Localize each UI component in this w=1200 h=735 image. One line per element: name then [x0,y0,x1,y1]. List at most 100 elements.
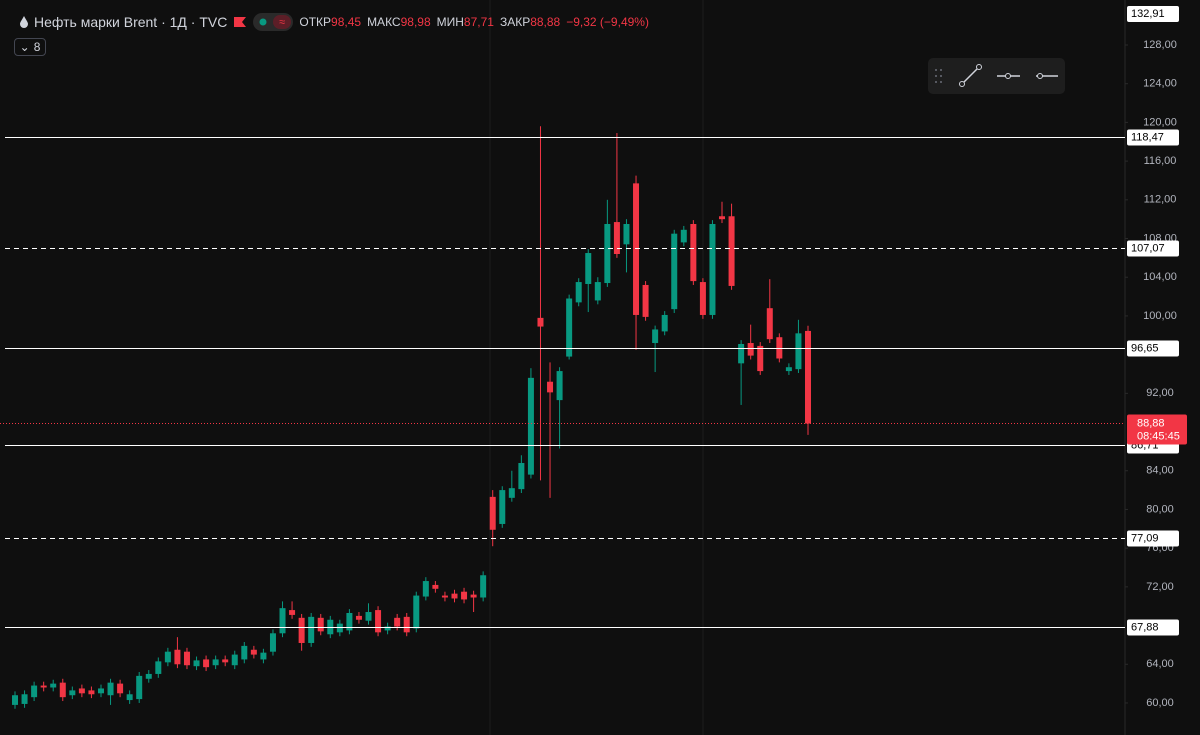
candle-body [317,617,324,632]
low-value: 87,71 [463,15,494,29]
candle-body [671,233,678,310]
candle-body [470,594,477,598]
y-tick-label: 116,00 [1144,155,1177,167]
open-value: 98,45 [331,15,362,29]
candle-body [518,463,525,490]
candle-body [441,595,448,598]
candle-body [12,695,18,705]
trend-line-tool[interactable] [959,64,982,87]
y-tick-label: 60,00 [1146,697,1174,709]
candle-body [88,690,95,695]
candle-body [298,617,305,643]
open-label: ОТКР [299,15,332,29]
low-label: МИН [436,15,464,29]
horizontal-ray-tool[interactable] [997,73,1020,79]
candle-body [31,685,38,698]
close-label: ЗАКР [499,15,531,29]
change: −9,32 (−9,49%) [566,15,649,29]
candle-body [652,329,659,344]
candle-body [508,488,515,498]
indicators-toggle[interactable]: ⌄ 8 [14,38,46,56]
candle-body [107,682,114,696]
level-label: 96,65 [1131,342,1159,354]
countdown: 08:45:45 [1137,430,1180,442]
y-tick-label: 104,00 [1143,271,1177,283]
candle-body [613,222,620,254]
candle-body [699,282,706,315]
candle-body [785,367,792,372]
candle-body [642,284,649,317]
candle-body [384,626,391,631]
candle-body [355,615,362,620]
grip [940,69,942,71]
candle-body [432,584,439,589]
y-tick-label: 64,00 [1146,658,1174,670]
candle-body [21,694,28,704]
candle-body [375,610,382,633]
horizontal-line-tool[interactable] [1036,73,1058,79]
candle-body [499,490,506,524]
candle-body [78,688,85,694]
grip [940,81,942,83]
level-label: 67,88 [1131,621,1159,633]
candle-body [566,298,573,357]
level-label-bg [1127,530,1179,547]
candle-body [766,308,773,340]
candle-body [461,591,468,600]
candle-body [136,675,143,700]
y-tick-label: 80,00 [1146,503,1174,515]
level-label-bg [1127,619,1179,636]
level-label-bg [1127,340,1179,357]
candle-body [690,224,697,282]
scale-top-bg [1127,6,1179,22]
candle-body [795,333,802,370]
candle-body [183,651,190,666]
chevron: ⌄ [19,40,30,54]
y-tick-label: 128,00 [1143,39,1177,51]
candle-body [174,649,181,665]
candle-body [289,610,296,615]
candle-body [575,282,582,303]
candle-body [212,659,219,666]
candle-body [308,616,315,643]
candle-body [633,183,640,315]
candle-body [269,633,276,652]
symbol-title[interactable]: Нефть марки Brent · 1Д · TVC [34,14,228,30]
candle-body [40,685,47,688]
candle-body [203,659,210,668]
y-tick-label: 112,00 [1144,194,1177,206]
y-tick-label: 92,00 [1146,387,1174,399]
high-value: 98,98 [400,15,431,29]
candle-body [776,337,783,359]
grip [940,75,942,77]
indicators-count: 8 [33,40,41,54]
candle-body [59,682,66,698]
grip [935,75,937,77]
candle-body [155,661,162,674]
candle-body [547,381,554,393]
candle-body [480,575,487,598]
last-price-bg [1127,414,1187,445]
close-value: 88,88 [530,15,561,29]
flag-icon[interactable] [233,16,247,28]
last-price-label: 88,88 [1137,417,1165,429]
candle-body [117,683,124,694]
candle-body [661,314,668,332]
drawing-toolbar[interactable] [928,58,1065,94]
candle-body [69,690,76,696]
candle-body [231,654,238,666]
candle-body [279,608,286,634]
candle-body [738,343,745,364]
high-label: МАКС [367,15,401,29]
candle-body [365,612,372,621]
candle-body [537,317,544,327]
y-tick-label: 120,00 [1143,116,1177,128]
status-badge[interactable]: ≈ [253,13,294,31]
scale-top-label: 132,91 [1131,8,1165,20]
candle-body [346,612,353,631]
candle-body [709,224,716,315]
grip [935,69,937,71]
candle-body [805,330,811,424]
y-tick-label: 84,00 [1146,465,1174,477]
candle-body [680,229,687,243]
